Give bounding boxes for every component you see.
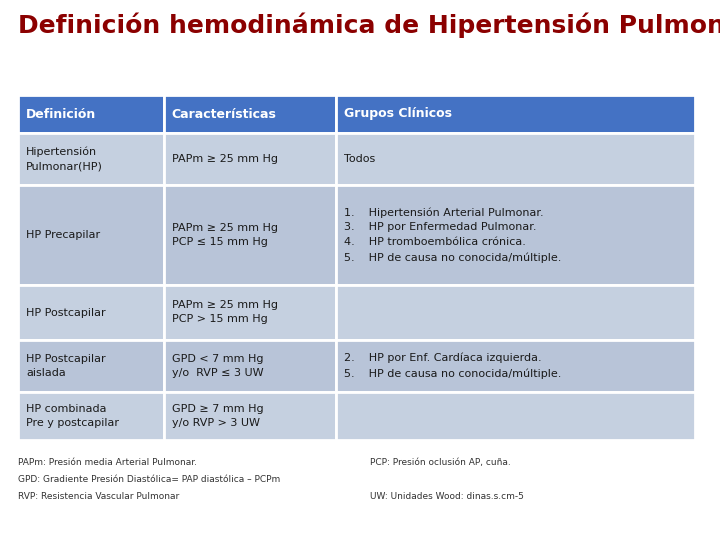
Bar (163, 285, 336, 340)
Text: PCP: Presión oclusión AP, cuña.: PCP: Presión oclusión AP, cuña. (370, 458, 510, 467)
Text: GPD ≥ 7 mm Hg
y/o RVP > 3 UW: GPD ≥ 7 mm Hg y/o RVP > 3 UW (171, 404, 264, 428)
Text: UW: Unidades Wood: dinas.s.cm-5: UW: Unidades Wood: dinas.s.cm-5 (370, 492, 524, 501)
Text: Hipertensión
Pulmonar(HP): Hipertensión Pulmonar(HP) (26, 147, 103, 171)
Text: Grupos Clínicos: Grupos Clínicos (344, 107, 452, 120)
Text: PAPm ≥ 25 mm Hg: PAPm ≥ 25 mm Hg (171, 154, 277, 164)
Bar (18, 185, 163, 285)
Text: Definición: Definición (26, 107, 96, 120)
Text: Todos: Todos (344, 154, 375, 164)
Bar (18, 340, 163, 392)
Text: 1.    Hipertensión Arterial Pulmonar.
3.    HP por Enfermedad Pulmonar.
4.    HP: 1. Hipertensión Arterial Pulmonar. 3. HP… (344, 207, 562, 263)
Text: Definición hemodinámica de Hipertensión Pulmonar: Definición hemodinámica de Hipertensión … (18, 12, 720, 37)
Bar (18, 95, 163, 133)
Bar (336, 133, 695, 185)
Bar (18, 392, 163, 440)
Bar (163, 392, 336, 440)
Bar (163, 340, 336, 392)
Bar (163, 185, 336, 285)
Text: HP combinada
Pre y postcapilar: HP combinada Pre y postcapilar (26, 404, 119, 428)
Bar (336, 95, 695, 133)
Bar (18, 285, 163, 340)
Text: PAPm: Presión media Arterial Pulmonar.: PAPm: Presión media Arterial Pulmonar. (18, 458, 197, 467)
Bar (163, 133, 336, 185)
Text: Características: Características (171, 107, 276, 120)
Text: HP Postcapilar
aislada: HP Postcapilar aislada (26, 354, 106, 378)
Bar (18, 133, 163, 185)
Text: GPD: Gradiente Presión Diastólica= PAP diastólica – PCPm: GPD: Gradiente Presión Diastólica= PAP d… (18, 475, 280, 484)
Bar (336, 185, 695, 285)
Text: RVP: Resistencia Vascular Pulmonar: RVP: Resistencia Vascular Pulmonar (18, 492, 179, 501)
Text: HP Postcapilar: HP Postcapilar (26, 307, 106, 318)
Text: 2.    HP por Enf. Cardíaca izquierda.
5.    HP de causa no conocida/múltiple.: 2. HP por Enf. Cardíaca izquierda. 5. HP… (344, 353, 562, 379)
Text: GPD < 7 mm Hg
y/o  RVP ≤ 3 UW: GPD < 7 mm Hg y/o RVP ≤ 3 UW (171, 354, 264, 378)
Text: HP Precapilar: HP Precapilar (26, 230, 100, 240)
Bar (336, 340, 695, 392)
Bar (336, 392, 695, 440)
Bar (163, 95, 336, 133)
Text: PAPm ≥ 25 mm Hg
PCP > 15 mm Hg: PAPm ≥ 25 mm Hg PCP > 15 mm Hg (171, 300, 277, 325)
Text: PAPm ≥ 25 mm Hg
PCP ≤ 15 mm Hg: PAPm ≥ 25 mm Hg PCP ≤ 15 mm Hg (171, 223, 277, 247)
Bar (336, 285, 695, 340)
